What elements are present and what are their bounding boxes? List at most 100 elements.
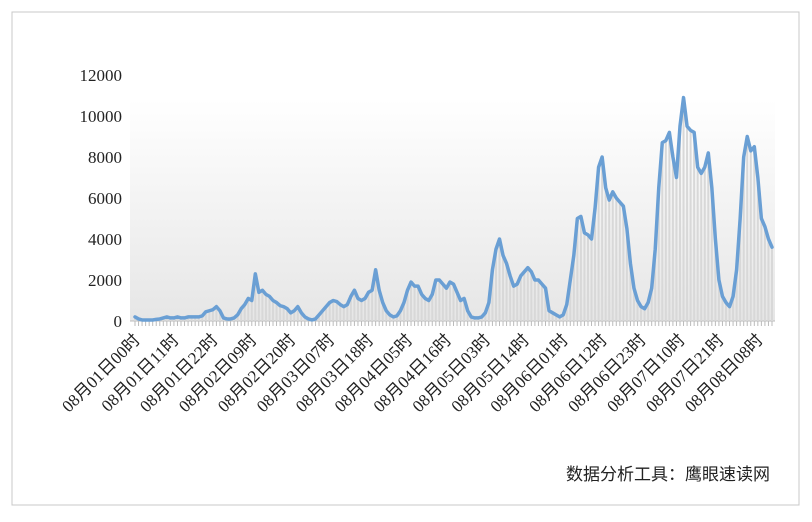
column xyxy=(434,280,437,321)
column xyxy=(540,284,543,321)
column xyxy=(134,316,136,321)
column xyxy=(586,234,589,321)
column xyxy=(714,239,717,321)
column xyxy=(356,298,359,321)
column xyxy=(197,316,200,321)
column xyxy=(707,152,710,321)
column xyxy=(678,126,681,321)
column xyxy=(346,304,349,321)
column xyxy=(746,136,749,321)
column xyxy=(771,247,773,321)
column xyxy=(402,302,405,321)
column xyxy=(176,316,179,321)
column xyxy=(257,292,260,321)
column xyxy=(721,296,724,321)
column xyxy=(693,132,696,321)
column xyxy=(342,306,345,321)
column xyxy=(385,310,388,321)
column xyxy=(618,202,621,321)
column xyxy=(293,310,296,321)
column xyxy=(427,300,430,321)
y-tick-label: 12000 xyxy=(80,66,123,85)
column xyxy=(395,315,398,321)
column xyxy=(632,288,635,321)
column xyxy=(742,157,745,321)
column xyxy=(544,288,547,321)
y-tick-label: 8000 xyxy=(88,148,122,167)
column xyxy=(300,312,303,321)
column xyxy=(215,306,218,321)
column xyxy=(671,157,674,321)
column xyxy=(424,298,427,321)
column xyxy=(551,312,554,321)
column xyxy=(505,263,508,321)
column xyxy=(509,275,512,321)
column xyxy=(594,208,597,321)
column xyxy=(498,239,501,321)
column xyxy=(318,314,321,321)
column xyxy=(296,306,299,321)
source-note: 数据分析工具：鹰眼速读网 xyxy=(566,465,770,485)
column xyxy=(420,294,423,321)
column xyxy=(583,232,586,321)
column xyxy=(494,249,497,321)
column xyxy=(749,150,752,321)
column xyxy=(643,308,646,321)
column xyxy=(381,302,384,321)
column xyxy=(367,292,370,321)
column xyxy=(530,271,533,321)
column xyxy=(272,300,275,321)
column xyxy=(247,298,250,321)
column xyxy=(491,269,494,321)
column xyxy=(204,311,207,321)
column xyxy=(364,298,367,321)
column xyxy=(289,312,292,321)
y-tick-label: 2000 xyxy=(88,271,122,290)
column xyxy=(622,206,625,321)
column xyxy=(410,282,413,321)
column xyxy=(576,218,579,321)
column xyxy=(282,306,285,321)
column xyxy=(240,308,243,321)
column xyxy=(431,294,434,321)
column xyxy=(480,316,483,321)
column xyxy=(332,300,335,321)
column xyxy=(349,296,352,321)
column xyxy=(459,300,462,321)
column xyxy=(463,298,466,321)
column xyxy=(286,308,289,321)
column xyxy=(523,271,526,321)
column xyxy=(732,296,735,321)
column xyxy=(417,286,420,321)
column xyxy=(735,269,738,321)
column xyxy=(654,249,657,321)
column xyxy=(724,302,727,321)
column xyxy=(470,316,473,321)
column xyxy=(647,302,650,321)
column xyxy=(264,294,267,321)
column xyxy=(548,310,551,321)
column xyxy=(590,239,593,321)
column xyxy=(625,228,628,321)
column xyxy=(303,316,306,321)
y-tick-label: 6000 xyxy=(88,189,122,208)
column xyxy=(728,306,731,321)
column xyxy=(650,288,653,321)
column xyxy=(378,290,381,321)
column xyxy=(636,300,639,321)
column xyxy=(767,239,770,321)
column xyxy=(572,255,575,321)
column xyxy=(533,280,536,321)
column xyxy=(190,316,193,321)
column xyxy=(565,304,568,321)
column xyxy=(512,286,515,321)
column xyxy=(371,290,374,321)
column xyxy=(502,255,505,321)
column xyxy=(325,306,328,321)
column xyxy=(360,300,363,321)
column xyxy=(569,280,572,321)
column xyxy=(519,275,522,321)
column xyxy=(218,310,221,321)
column xyxy=(243,304,246,321)
column xyxy=(579,216,582,321)
